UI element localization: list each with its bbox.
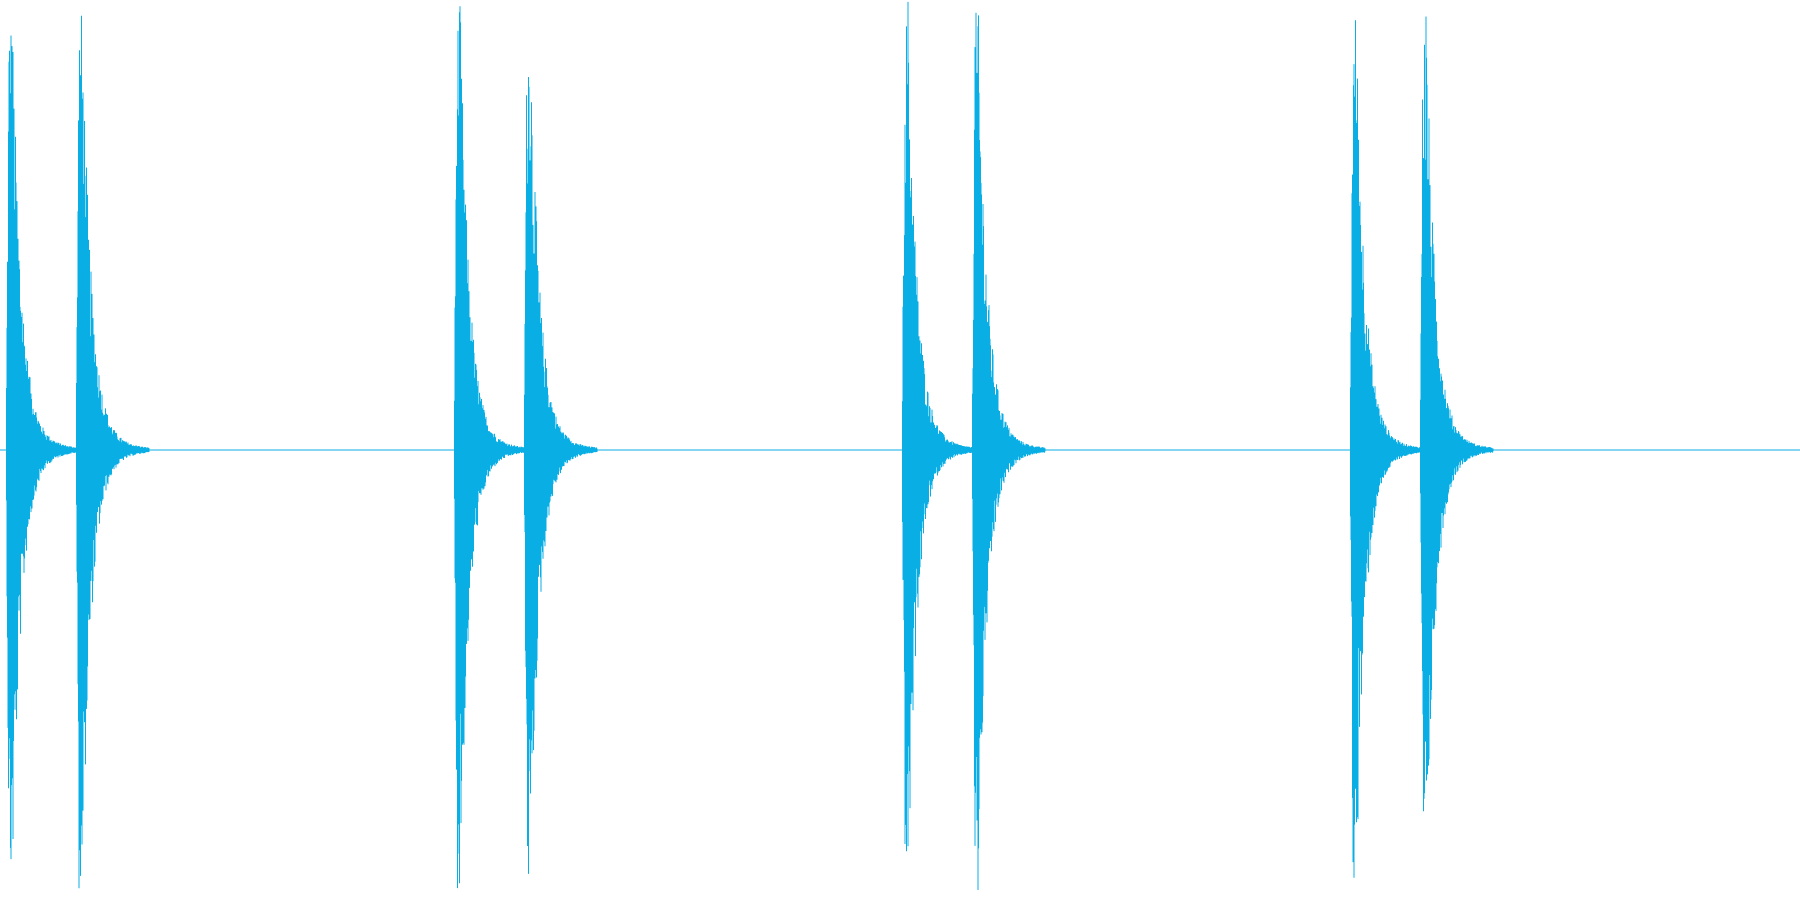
waveform — [6, 1, 1494, 890]
